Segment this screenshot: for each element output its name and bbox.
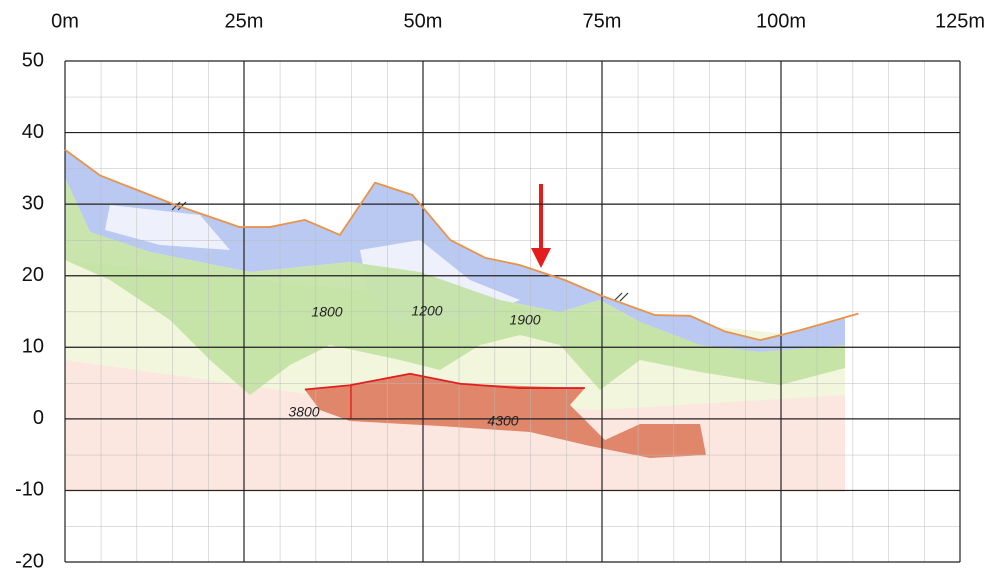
x-tick-label: 25m: [225, 10, 264, 32]
x-tick-label: 75m: [583, 10, 622, 32]
velocity-label: 4300: [487, 413, 518, 429]
y-tick-label: -20: [15, 550, 44, 571]
x-tick-label: 50m: [404, 10, 443, 32]
x-tick-label: 125m: [935, 10, 985, 32]
y-tick-label: 40: [22, 121, 44, 143]
y-tick-label: 0: [33, 407, 44, 429]
x-tick-label: 100m: [756, 10, 806, 32]
x-tick-label: 0m: [51, 10, 79, 32]
velocity-label: 1800: [311, 304, 342, 320]
velocity-label: 3800: [288, 404, 319, 420]
y-tick-label: -10: [15, 479, 44, 501]
chart: 0m 25m 50m 75m 100m 125m 50 40 30 20 10 0 -10 -20 1800…: [0, 0, 997, 571]
velocity-label: 1200: [411, 303, 442, 319]
y-tick-label: 10: [22, 336, 44, 358]
y-tick-label: 30: [22, 192, 44, 214]
y-tick-label: 20: [22, 264, 44, 286]
velocity-label: 1900: [509, 312, 540, 328]
y-tick-label: 50: [22, 49, 44, 71]
